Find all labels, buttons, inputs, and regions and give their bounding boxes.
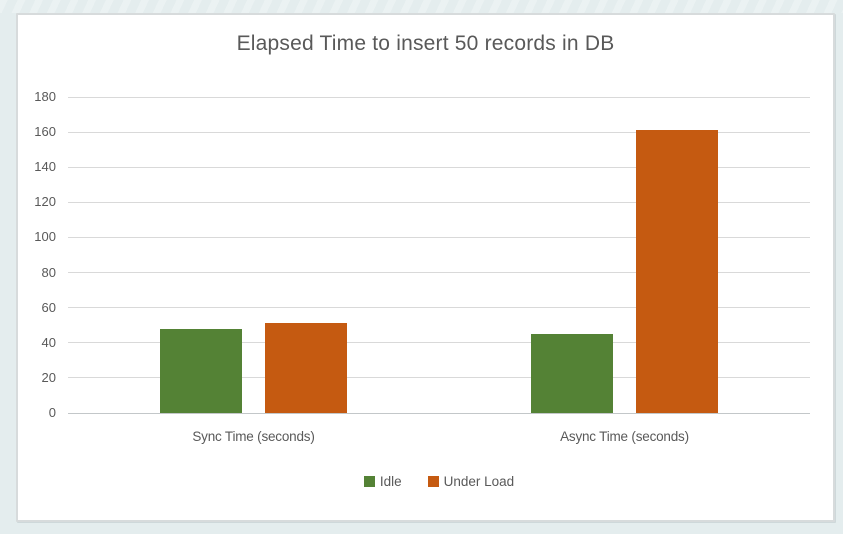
gridline-120 <box>68 202 810 203</box>
y-tick-label-180: 180 <box>34 89 56 104</box>
gridline-60 <box>68 307 810 308</box>
gridline-80 <box>68 272 810 273</box>
legend-item-idle: Idle <box>363 474 402 489</box>
y-tick-label-40: 40 <box>41 335 56 350</box>
y-tick-label-20: 20 <box>41 370 56 385</box>
legend-swatch-under-load <box>427 476 439 487</box>
y-tick-label-100: 100 <box>34 229 56 244</box>
x-tick-label-async-time-seconds: Async Time (seconds) <box>560 429 689 444</box>
y-tick-label-120: 120 <box>34 194 56 209</box>
gridline-0 <box>68 413 810 414</box>
chart-container: Elapsed Time to insert 50 records in DB … <box>16 13 835 522</box>
gridline-40 <box>68 342 810 343</box>
legend-label-idle: Idle <box>379 474 402 489</box>
y-tick-label-0: 0 <box>48 405 56 420</box>
gridline-100 <box>68 237 810 238</box>
legend-swatch-idle <box>363 476 375 487</box>
y-tick-label-60: 60 <box>41 300 56 315</box>
gridline-140 <box>68 167 810 168</box>
plot-area <box>68 97 810 414</box>
gridline-160 <box>68 132 810 133</box>
legend: Idle Under Load <box>68 474 810 489</box>
bar-idle-sync-time-seconds <box>160 329 242 413</box>
y-tick-label-160: 160 <box>34 124 56 139</box>
chart-title: Elapsed Time to insert 50 records in DB <box>236 32 615 55</box>
legend-item-under-load: Under Load <box>427 474 515 489</box>
legend-label-under-load: Under Load <box>443 474 515 489</box>
gridline-180 <box>68 97 810 98</box>
y-tick-label-80: 80 <box>41 265 56 280</box>
bar-under-load-sync-time-seconds <box>265 323 347 413</box>
x-tick-label-sync-time-seconds: Sync Time (seconds) <box>192 429 315 444</box>
gridline-20 <box>68 377 810 378</box>
y-tick-label-140: 140 <box>34 159 56 174</box>
bar-under-load-async-time-seconds <box>636 130 718 413</box>
bar-idle-async-time-seconds <box>531 334 613 413</box>
